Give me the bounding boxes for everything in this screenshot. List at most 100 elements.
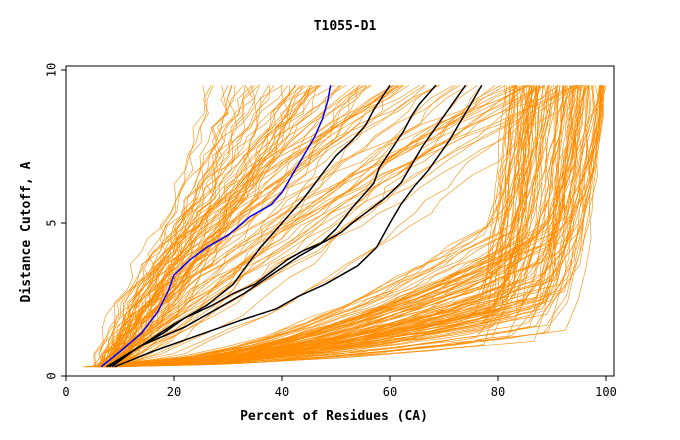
model-curve [110,85,341,368]
model-curve [117,85,540,368]
model-curve [85,85,604,368]
model-curve [113,85,564,368]
model-curve [98,85,600,368]
model-curve [114,85,553,368]
model-curve [105,85,560,368]
model-curve [112,85,601,368]
model-curve [110,85,454,367]
model-curve [124,85,361,368]
y-tick-label: 0 [45,372,59,379]
model-curve [122,85,254,367]
model-curve [119,85,586,368]
model-curve [101,85,284,367]
y-axis-label: Distance Cutoff, A [19,161,34,302]
model-curve [92,85,426,367]
model-curve [92,85,568,368]
model-curve [99,85,595,368]
x-tick-label: 0 [62,385,69,399]
model-curve [95,85,206,368]
model-curve [102,85,586,368]
model-curve [107,85,552,368]
model-curve [98,85,310,368]
model-curve [97,85,469,368]
model-curve [101,85,496,368]
model-curve [104,85,516,368]
model-curve [107,85,232,368]
model-curve [118,85,420,367]
model-curve [86,85,548,368]
model-curve [120,85,246,367]
model-curve [94,85,527,368]
x-axis-label: Percent of Residues (CA) [240,409,428,424]
model-curve [95,85,526,368]
model-curve [111,85,561,368]
model-curve [109,85,228,368]
plot-frame [65,65,615,377]
highlighted-model-curves [100,84,483,368]
model-curve [121,85,399,367]
x-tick-label: 40 [275,385,289,399]
model-curve [109,85,404,367]
model-curve [111,85,538,368]
axis-ticks: 0 20 40 60 80 100 0 5 10 [45,63,617,399]
model-curve [107,85,260,367]
highlighted-model-curve [114,84,483,368]
model-curve [115,85,507,368]
model-curve [89,85,508,368]
best-model-curve [100,85,332,368]
model-curve [105,85,367,367]
model-curve [111,85,544,368]
model-curve [96,85,564,368]
model-curve [92,85,461,367]
model-curve [118,85,536,368]
model-curve [102,85,602,368]
x-tick-label: 100 [595,385,617,399]
model-curve [105,85,582,368]
model-curve [90,85,590,368]
model-curve [90,85,602,368]
model-curve [98,85,538,368]
model-curve [97,85,275,368]
model-curve [104,85,574,368]
model-curve [96,85,533,368]
model-curve [110,85,535,368]
model-curve [103,85,573,368]
x-tick-label: 60 [383,385,397,399]
model-curve [95,85,605,368]
model-curve [113,85,229,367]
highlighted-model-curve [111,84,467,368]
x-tick-label: 20 [167,385,181,399]
model-curve [96,85,244,368]
model-curve [105,85,580,368]
model-curve [124,85,506,368]
model-curve [102,85,313,368]
model-curve [104,85,548,368]
model-curve [118,85,518,367]
model-curve [95,85,212,368]
model-curve [113,85,550,368]
model-curve [118,85,525,367]
model-curve [118,85,359,368]
model-curve [101,85,320,367]
model-curve [109,85,259,367]
model-curve [105,85,528,368]
highlighted-model-curve [106,84,437,368]
model-curve [101,85,322,367]
model-curve-bundle [83,85,607,368]
model-curve [120,85,347,367]
model-curve [97,85,607,368]
model-curve [108,85,297,367]
model-curve [111,85,582,368]
x-tick-label: 80 [491,385,505,399]
model-curve [123,85,529,368]
model-curve [110,85,304,367]
model-curve [113,85,288,367]
model-curve [99,85,545,368]
model-curve [108,85,342,367]
model-curve [122,85,594,368]
model-curve [122,85,312,368]
y-tick-label: 10 [45,63,59,77]
model-curve [116,85,579,368]
chart-title: T1055-D1 [314,19,377,34]
